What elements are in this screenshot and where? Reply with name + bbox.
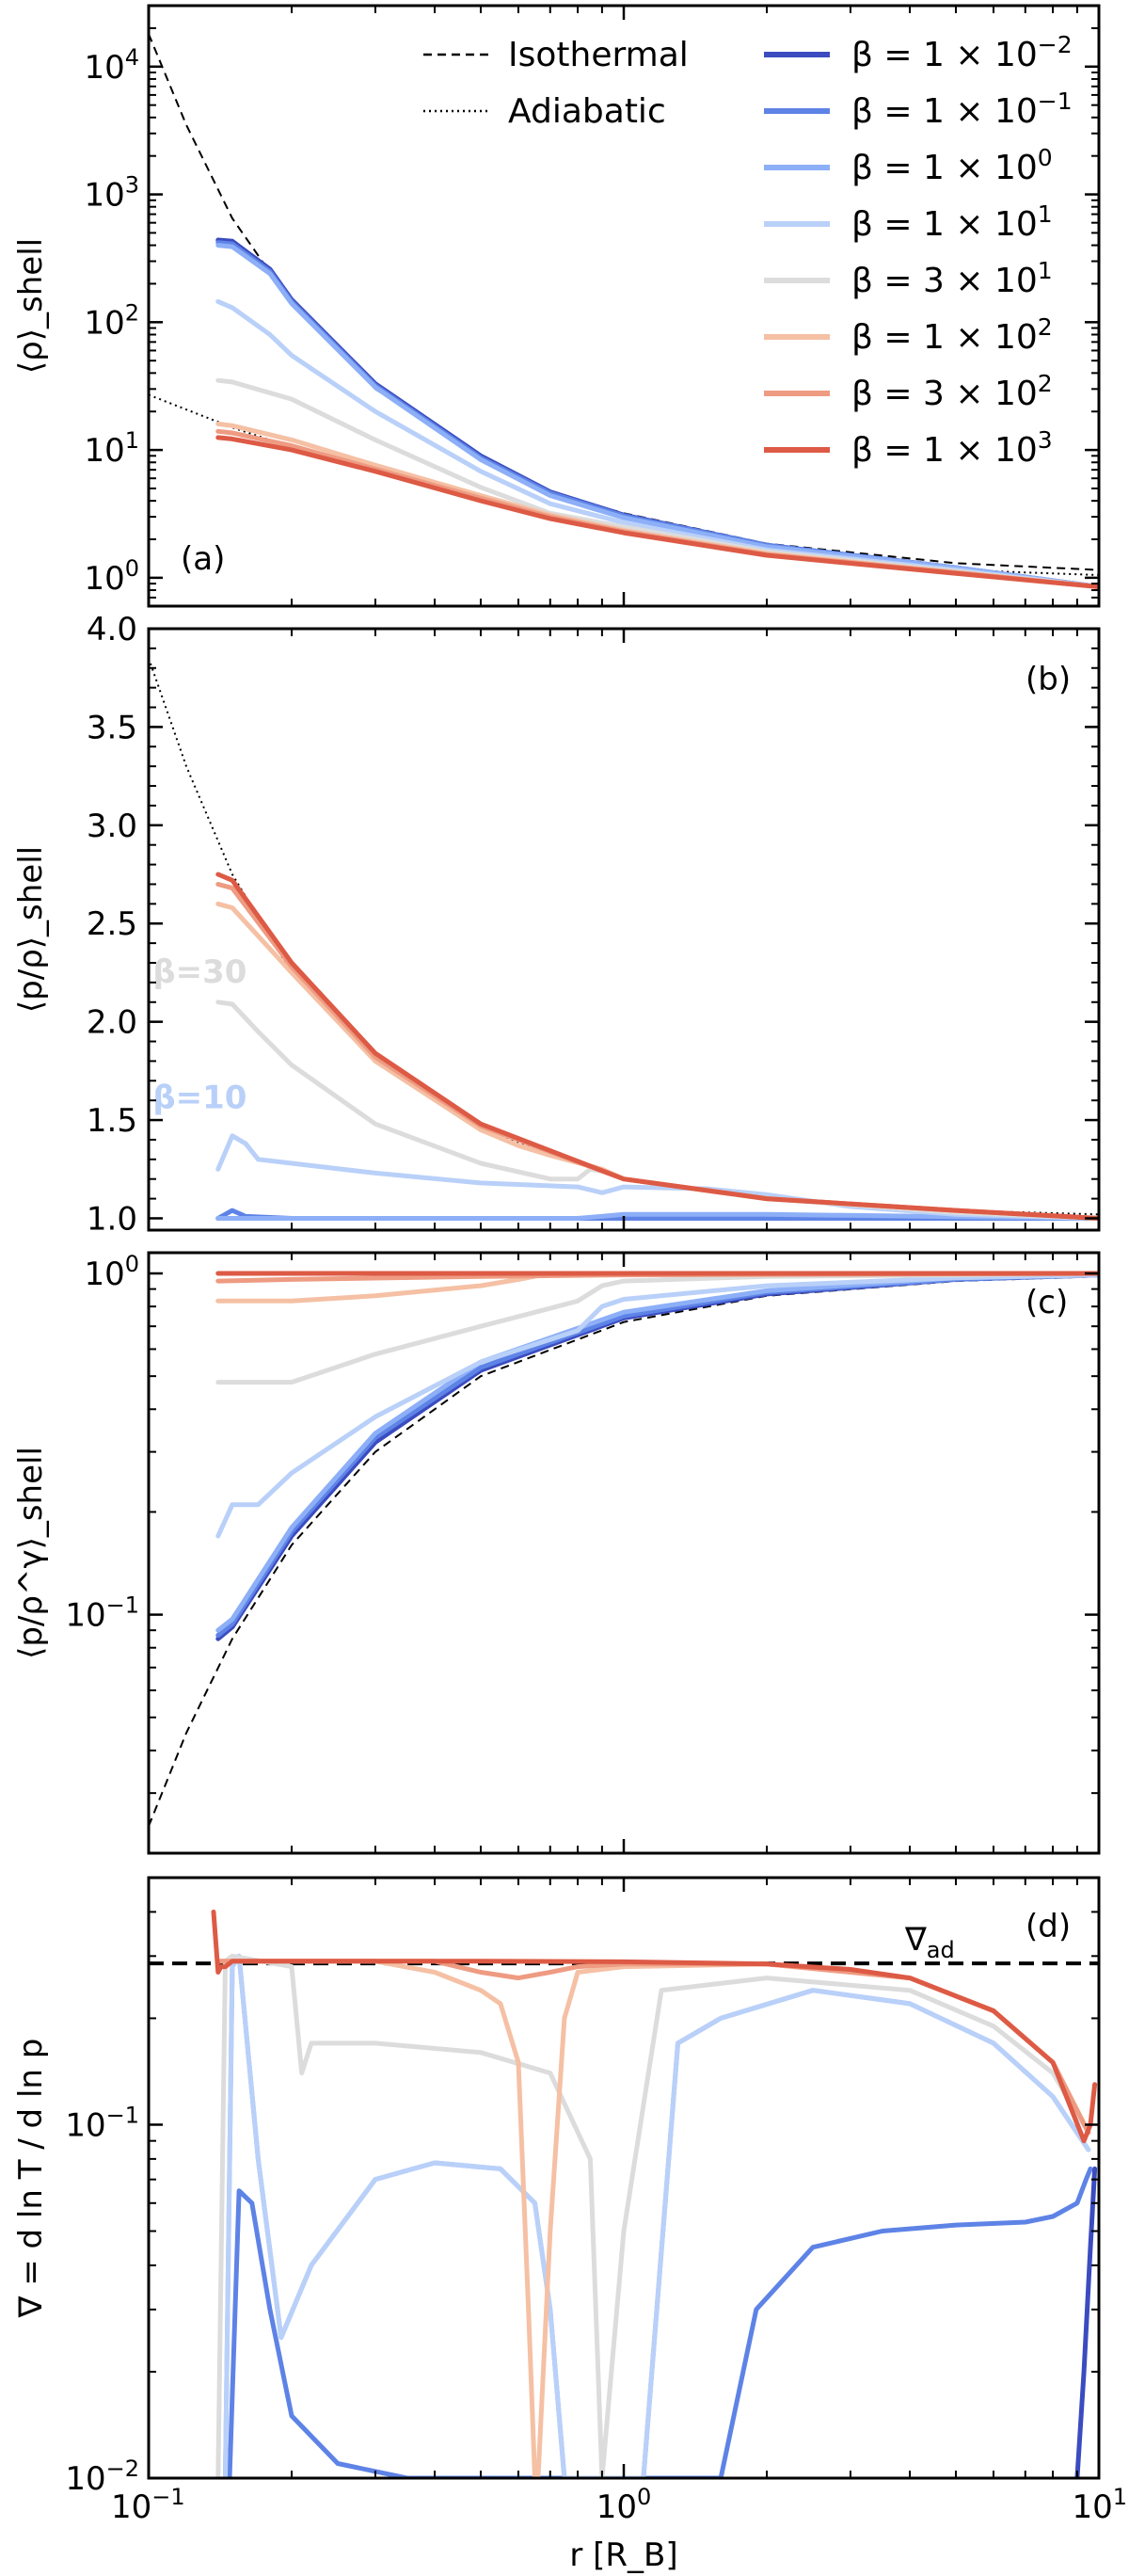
legend-label-b3e2: β = 3 × 102 [851,370,1053,413]
y-tick-label: 100 [84,1251,139,1293]
y-axis-label: ⟨ρ⟩_shell [12,238,50,374]
panel-tag-label: (c) [1026,1284,1068,1321]
x-tick-label: 100 [596,2484,652,2526]
series-line-b1e-2 [1074,2166,1098,2478]
series-line-b1e3 [211,1909,1098,2144]
y-tick-label: 3.0 [87,808,137,845]
y-tick-label: 2.0 [87,1004,137,1042]
y-tick-label: 10−2 [65,2456,139,2498]
series-line-b1e-1 [215,1272,1099,1638]
y-tick-label: 101 [84,427,139,470]
legend-isothermal-label: Isothermal [508,36,689,74]
series-line-b1e3 [215,872,1099,1221]
isothermal-reference-line [149,1275,1099,1827]
series-line-b1e-1 [227,2166,1093,2478]
y-tick-label: 3.5 [87,709,137,746]
adiabatic-reference-line [149,393,1099,576]
x-axis-label: r [R_B] [569,2536,677,2574]
legend: Isothermal Adiabatic β = 1 × 10−2β = 1 ×… [423,31,1073,470]
legend-label-b1e-1: β = 1 × 10−1 [851,88,1073,131]
y-tick-label: 4.0 [87,611,137,648]
legend-label-b1e2: β = 1 × 102 [851,313,1053,357]
adiabatic-reference-line [149,657,1099,1216]
beta-annotation: β=30 [152,953,246,991]
y-tick-label: 2.5 [87,905,137,943]
series-line-b1e0 [215,1272,1099,1633]
series-line-b1e-2 [215,1272,1099,1641]
panel-frame [147,627,1101,1232]
series-line-b1e0 [215,1211,1099,1221]
y-tick-label: 102 [84,299,139,342]
x-tick-label: 10−1 [111,2484,185,2526]
legend-adiabatic-label: Adiabatic [508,92,666,131]
legend-label-b1e1: β = 1 × 101 [851,200,1053,244]
series-line-b3e1 [215,1271,1099,1385]
y-axis-label: ⟨p/ρ⟩_shell [12,846,50,1013]
legend-label-b1e3: β = 1 × 103 [851,426,1053,470]
panel-plot-area [149,1271,1099,1827]
panel-c: 10−1 100 (c) ⟨p/ρ^γ⟩_shell [12,1251,1101,1855]
legend-beta-items: β = 1 × 10−2 β = 1 × 10−1 β = 1 × 100 β = 1… [764,31,1073,470]
y-tick-label: 103 [84,172,139,215]
panel-plot-area [149,33,1099,589]
panel-tag-label: (b) [1026,661,1071,698]
y-axis-label: ⟨p/ρ^γ⟩_shell [12,1447,50,1659]
legend-label-b1e0: β = 1 × 100 [851,144,1053,187]
y-tick-label: 1.0 [87,1200,137,1238]
panel-tag-label: (d) [1026,1908,1071,1945]
beta-annotation: β=10 [152,1080,246,1117]
y-tick-label: 104 [84,44,139,87]
series-line-b1e1 [223,1953,1091,2478]
series-line-b3e1 [215,1953,1091,2478]
panel-a: 100 101 102 103 104 (a) ⟨ρ⟩_shell [12,4,1101,608]
legend-label-b1e-2: β = 1 × 10−2 [851,31,1073,74]
x-tick-label: 101 [1072,2484,1127,2526]
nabla-ad-label: ∇ad [904,1921,955,1963]
panel-tag-label: (a) [181,540,225,578]
y-axis-label: ∇ = d ln T / d ln p [12,2039,50,2319]
panel-b: β=30 β=10 1.0 1.5 2.0 2.5 3.0 3.5 4.0 (b) ⟨p/ρ⟩_sh… [12,611,1101,1238]
series-line-b1e3 [215,435,1099,589]
series-line-b1e1 [215,1133,1099,1221]
y-tick-label: 1.5 [87,1102,137,1140]
legend-label-b3e1: β = 3 × 101 [851,257,1053,300]
panel-plot-area [149,1909,1099,2478]
y-tick-label: 10−1 [65,2102,139,2144]
panel-frame [147,1251,1101,1855]
y-tick-label: 10−1 [65,1592,139,1635]
series-line-b1e0 [215,243,1099,589]
panel-plot-area [149,657,1099,1221]
plot-panels: 100 101 102 103 104 (a) ⟨ρ⟩_shell β=30 β=10 1.0 1.… [12,4,1127,2574]
y-tick-label: 100 [84,555,139,598]
series-line-b1e1 [215,1272,1099,1539]
